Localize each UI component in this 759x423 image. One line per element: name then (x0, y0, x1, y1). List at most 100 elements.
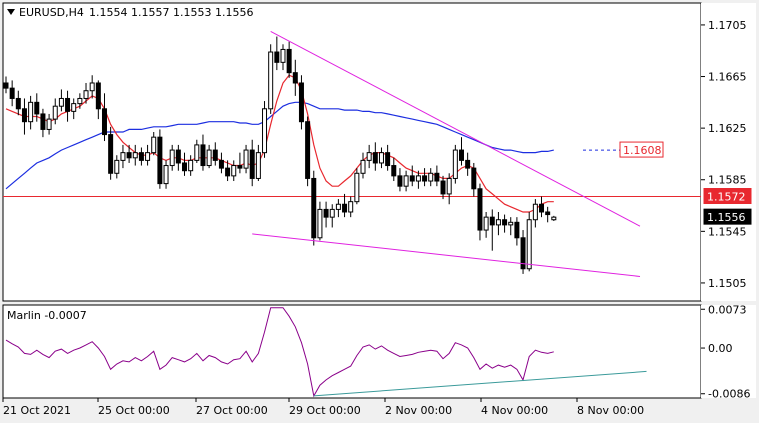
candle-body (175, 149, 181, 164)
candle-body (138, 152, 144, 161)
candle-body (452, 149, 458, 179)
candle-body (77, 97, 83, 105)
candle-body (212, 149, 218, 161)
candle-body (329, 208, 335, 218)
candle-body (539, 203, 545, 213)
candle-body (89, 82, 95, 92)
candle-body (52, 105, 58, 120)
candle-body (551, 216, 557, 221)
candle-body (526, 219, 532, 270)
oscillator-tick-label: 0.00 (708, 342, 733, 355)
candle-body (83, 90, 89, 99)
price-tag-text: 1.1556 (707, 211, 746, 224)
candle-body (231, 165, 237, 177)
indicator-panel[interactable] (2, 304, 702, 399)
price-tag-box (703, 188, 752, 205)
candle-body (458, 149, 464, 161)
candle-body (120, 152, 126, 161)
candle-body (225, 167, 231, 177)
price-tag-text: 1.1608 (623, 144, 662, 157)
candle-body (151, 136, 157, 154)
candle-body (182, 162, 188, 172)
price-scale[interactable] (701, 3, 756, 301)
indicator-scale[interactable] (701, 305, 756, 398)
candle-body (34, 101, 40, 115)
candle-body (206, 149, 212, 167)
candle-body (262, 108, 268, 154)
indicator-label: Marlin -0.0007 (7, 309, 87, 322)
candle-body (415, 175, 421, 182)
candle-body (15, 97, 21, 110)
candle-body (126, 152, 132, 159)
candle-body (508, 221, 514, 226)
oscillator-tick-label: 0.0073 (708, 303, 747, 316)
candle-body (286, 48, 292, 74)
candle-body (188, 159, 194, 172)
time-tick-label: 25 Oct 00:00 (98, 404, 170, 417)
candle-body (243, 149, 249, 169)
time-tick-label: 29 Oct 00:00 (289, 404, 361, 417)
main-price-panel[interactable] (2, 2, 702, 302)
price-tick-label: 1.1665 (708, 71, 747, 84)
candle-body (101, 108, 107, 136)
price-axis-ticks: 1.1705 1.1665 1.1625 1.1585 1.1545 1.1505 (701, 19, 747, 290)
candle-body (409, 175, 415, 182)
candle-body (71, 103, 77, 112)
candle-body (354, 172, 360, 203)
candle-body (200, 144, 206, 167)
oscillator-axis-ticks: 0.0073 0.00 -0.0086 (701, 303, 750, 401)
price-tag-text: 1.1572 (707, 191, 746, 204)
candle-body (95, 82, 101, 110)
candle-body (28, 101, 34, 123)
candle-body (305, 121, 311, 179)
price-trendline (252, 233, 641, 277)
candle-body (532, 203, 538, 221)
triangle-down-icon[interactable] (7, 9, 15, 15)
price-tick-label: 1.1705 (708, 19, 747, 32)
candle-body (145, 152, 151, 161)
ohlc-label: 1.1554 1.1557 1.1553 1.1556 (89, 6, 253, 19)
candle-body (378, 152, 384, 164)
time-tick-label: 8 Nov 00:00 (577, 404, 644, 417)
candle-body (323, 208, 329, 218)
candle-body (360, 159, 366, 174)
candle-body (21, 108, 27, 123)
candle-body (268, 51, 274, 110)
time-axis: 21 Oct 2021 25 Oct 00:00 27 Oct 00:00 29 Oc… (2, 398, 644, 417)
candle-body (514, 221, 520, 239)
candle-body (46, 118, 52, 130)
candle-body (292, 72, 298, 84)
candle-body (385, 152, 391, 167)
price-tick-label: 1.1625 (708, 122, 747, 135)
candle-body (3, 82, 9, 89)
candle-body (132, 152, 138, 159)
candle-body (483, 216, 489, 231)
candle-body (108, 134, 114, 174)
price-tick-label: 1.1505 (708, 277, 747, 290)
candle-body (9, 87, 15, 99)
price-tag-box (619, 141, 664, 158)
candle-body (311, 177, 317, 239)
candle-body (317, 208, 323, 239)
candle-body (163, 165, 169, 185)
candle-body (422, 175, 428, 182)
candle-body (65, 97, 71, 112)
price-tag-box (703, 208, 752, 225)
candle-body (446, 177, 452, 195)
time-tick-label: 4 Nov 00:00 (481, 404, 548, 417)
candle-body (372, 152, 378, 164)
candle-body (274, 51, 280, 63)
time-tick-label: 2 Nov 00:00 (385, 404, 452, 417)
candle-body (194, 144, 200, 161)
candle-body (237, 165, 243, 169)
candle-body (471, 167, 477, 190)
trendlines (252, 30, 641, 277)
oscillator-line (5, 307, 554, 398)
candle-body (218, 159, 224, 169)
candle-body (397, 175, 403, 187)
candle-body (428, 172, 434, 182)
candle-body (477, 188, 483, 231)
time-tick-label: 21 Oct 2021 (3, 404, 71, 417)
candle-body (342, 203, 348, 213)
